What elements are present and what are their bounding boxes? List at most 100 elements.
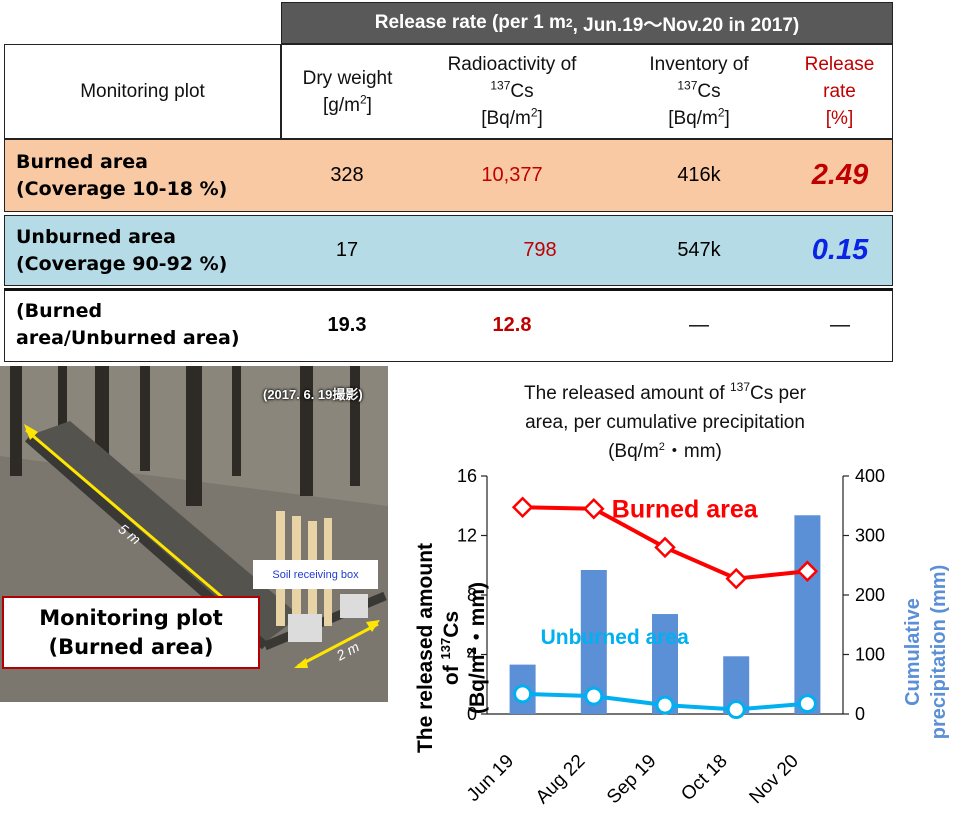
col-header-dry-weight: Dry weight [g/m2] bbox=[281, 44, 413, 139]
col-inv-line2: 137Cs bbox=[677, 78, 720, 105]
chart-svg: The released amount of 137Cs per area, p… bbox=[414, 380, 950, 808]
table-row-ratio bbox=[4, 288, 893, 362]
right-tick-label: 100 bbox=[855, 645, 885, 665]
row-burned-radioactivity: 10,377 bbox=[481, 164, 543, 186]
chart-title-line1: The released amount of 137Cs per bbox=[524, 380, 807, 404]
col-dry-line2: [g/m2] bbox=[323, 92, 372, 119]
row-burned-label: Burned area (Coverage 10-18 %) bbox=[4, 139, 281, 212]
burned-point bbox=[796, 560, 819, 582]
unburned-point bbox=[584, 686, 604, 706]
col-dry-unit-b: ] bbox=[366, 94, 372, 116]
col-inv-sup: 137 bbox=[677, 78, 698, 93]
chart-title-line2: area, per cumulative precipitation bbox=[525, 412, 805, 433]
unburned-point bbox=[797, 694, 817, 714]
col-inv-cs: Cs bbox=[697, 81, 721, 102]
col-inv-line3: [Bq/m2] bbox=[668, 105, 730, 132]
soil-receiving-box-label: Soil receiving box bbox=[253, 560, 378, 589]
col-rad-line2: 137Cs bbox=[490, 78, 533, 105]
row-burned-label2: (Coverage 10-18 %) bbox=[16, 177, 228, 200]
left-tick-label: 8 bbox=[467, 585, 477, 605]
left-tick-label: 4 bbox=[467, 645, 477, 665]
unburned-point bbox=[513, 684, 533, 704]
row-ratio-radioactivity: 12.8 bbox=[492, 313, 532, 336]
left-axis-label: The released amount of 137Cs (Bq/m2・mm) bbox=[414, 543, 489, 753]
x-tick-label: Aug 22 bbox=[532, 751, 589, 808]
row-burned-release: 2.49 bbox=[811, 159, 869, 191]
header-sup: 2 bbox=[565, 16, 573, 30]
burned-point bbox=[725, 567, 747, 590]
unburned-point bbox=[655, 695, 675, 715]
row-unburned-label1: Unburned area bbox=[16, 225, 176, 248]
col-dry-line1: Dry weight bbox=[302, 67, 393, 89]
col-rad-sup: 137 bbox=[490, 78, 511, 93]
col-rad-unit-b: ] bbox=[537, 108, 543, 129]
row-ratio-label1: (Burned bbox=[16, 300, 103, 322]
col-rad-unit-a: [Bq/m bbox=[481, 108, 531, 129]
row-ratio-inventory: — bbox=[689, 313, 709, 336]
right-tick-label: 300 bbox=[855, 526, 885, 546]
row-burned-inventory: 416k bbox=[677, 164, 721, 186]
col-header-inventory: Inventory of 137Cs [Bq/m2] bbox=[611, 44, 787, 139]
x-tick-label: Nov 20 bbox=[746, 751, 803, 808]
left-axis-label-line2: of 137Cs bbox=[438, 611, 463, 685]
row-ratio-dry-weight: 19.3 bbox=[327, 313, 367, 336]
col-rel-line3: [%] bbox=[825, 108, 854, 129]
plot-label-line2: (Burned area) bbox=[48, 634, 214, 659]
col-rad-line3: [Bq/m2] bbox=[481, 105, 543, 132]
col-rel-line2: rate bbox=[823, 81, 856, 102]
row-unburned-inventory: 547k bbox=[677, 239, 721, 261]
col-rel-line1: Release bbox=[804, 54, 875, 75]
row-unburned-label2: (Coverage 90-92 %) bbox=[16, 252, 228, 275]
col-rad-cs: Cs bbox=[510, 81, 534, 102]
x-tick-label: Sep 19 bbox=[603, 751, 660, 808]
col-inv-unit-b: ] bbox=[724, 108, 730, 129]
col-dry-unit-sup: 2 bbox=[359, 92, 367, 107]
photo-date-stamp: (2017. 6. 19撮影) bbox=[263, 387, 363, 402]
row-burned-dry-weight: 328 bbox=[330, 164, 364, 186]
monitoring-plot-label: Monitoring plot (Burned area) bbox=[2, 596, 260, 669]
release-chart: The released amount of 137Cs per area, p… bbox=[395, 366, 972, 835]
row-burned-label1: Burned area bbox=[16, 150, 148, 173]
right-tick-label: 0 bbox=[855, 704, 865, 724]
chart-title-line3: (Bq/m2・mm) bbox=[608, 441, 722, 462]
right-tick-label: 400 bbox=[855, 466, 885, 486]
col-inv-line1: Inventory of bbox=[649, 54, 749, 75]
right-axis-label: Cumulative precipitation (mm) bbox=[902, 565, 950, 739]
col-rad-line1: Radioactivity of bbox=[447, 54, 577, 75]
left-tick-label: 0 bbox=[467, 704, 477, 724]
header-prefix: Release rate (per 1 m bbox=[374, 12, 566, 33]
row-ratio-label: (Burned area/Unburned area) bbox=[4, 288, 281, 362]
unburned-point bbox=[726, 700, 746, 720]
row-unburned-radioactivity: 798 bbox=[523, 239, 557, 261]
col-header-release: Release rate [%] bbox=[787, 44, 893, 139]
x-tick-label: Oct 18 bbox=[677, 751, 731, 805]
row-ratio-release: — bbox=[830, 313, 850, 336]
burned-point bbox=[654, 536, 676, 559]
col-inv-unit-sup: 2 bbox=[717, 105, 725, 120]
col-rad-unit-sup: 2 bbox=[530, 105, 538, 120]
row-unburned-release: 0.15 bbox=[811, 234, 869, 266]
burned-point bbox=[583, 497, 605, 520]
col-dry-unit-a: [g/m bbox=[323, 94, 360, 116]
right-axis-label-line2: precipitation (mm) bbox=[928, 565, 950, 739]
table-row-unburned bbox=[4, 215, 893, 286]
left-axis-label-line1: The released amount bbox=[414, 543, 437, 753]
table-row-burned bbox=[4, 139, 893, 212]
unburned-series-label: Unburned area bbox=[541, 626, 690, 649]
right-tick-label: 200 bbox=[855, 585, 885, 605]
left-tick-label: 12 bbox=[457, 526, 477, 546]
col-header-plot: Monitoring plot bbox=[4, 44, 281, 139]
col-plot-label: Monitoring plot bbox=[80, 81, 205, 102]
row-unburned-label: Unburned area (Coverage 90-92 %) bbox=[4, 215, 281, 286]
precip-bar bbox=[794, 515, 821, 714]
row-unburned-dry-weight: 17 bbox=[335, 239, 359, 261]
col-inv-unit-a: [Bq/m bbox=[668, 108, 718, 129]
right-axis-label-line1: Cumulative bbox=[902, 598, 924, 706]
x-tick-label: Jun 19 bbox=[463, 751, 518, 806]
row-ratio-label2: area/Unburned area) bbox=[16, 327, 240, 349]
header-suffix: , Jun.19～Nov.20 in 2017) bbox=[572, 14, 800, 36]
col-header-radioactivity: Radioactivity of 137Cs [Bq/m2] bbox=[413, 44, 611, 139]
plot-label-line1: Monitoring plot bbox=[39, 605, 223, 630]
